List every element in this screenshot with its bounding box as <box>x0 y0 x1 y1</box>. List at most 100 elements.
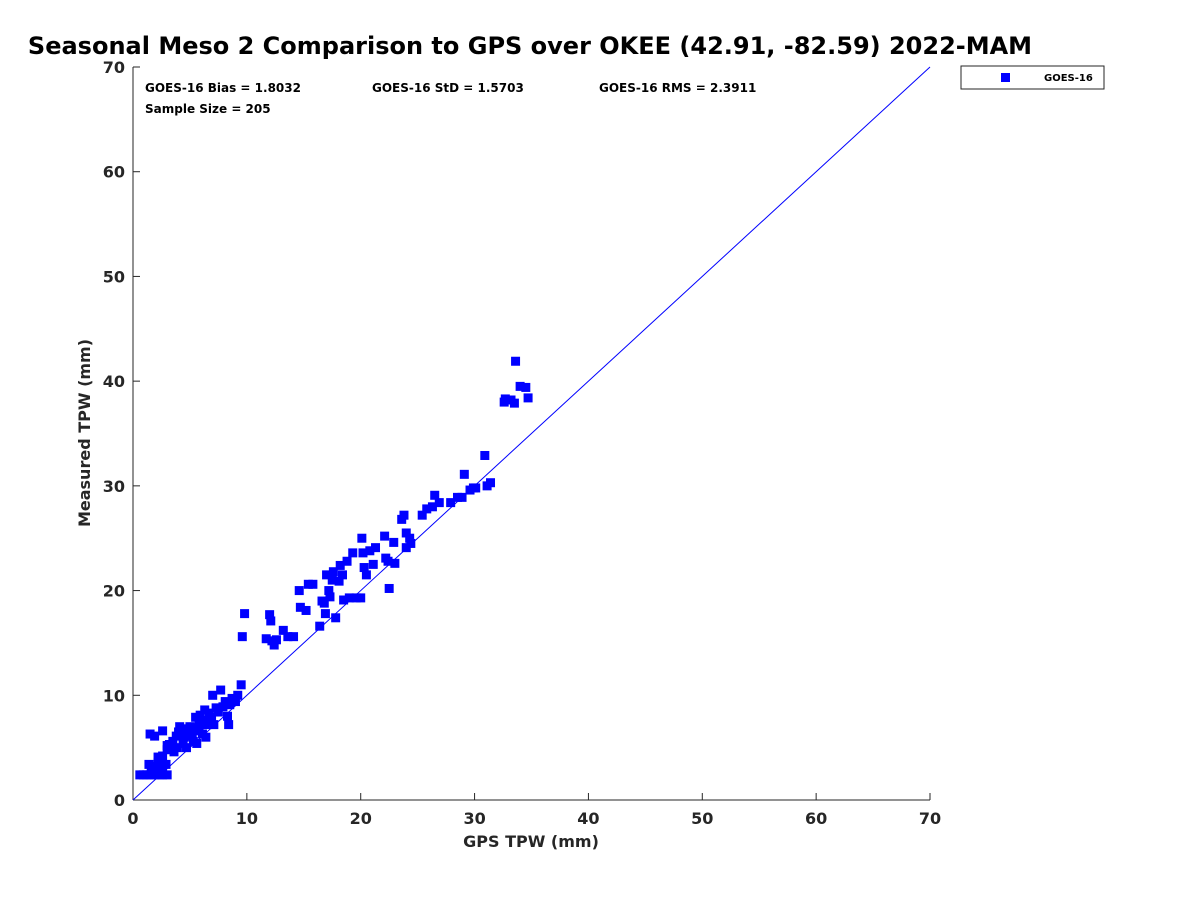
data-point <box>155 766 165 776</box>
y-tick-label: 40 <box>103 372 125 391</box>
y-tick-label: 70 <box>103 58 125 77</box>
data-point <box>471 483 481 493</box>
data-point <box>201 732 211 742</box>
data-point <box>153 752 163 762</box>
data-point <box>237 632 247 642</box>
data-point <box>162 770 172 780</box>
data-point <box>195 710 205 720</box>
data-point <box>278 625 288 635</box>
data-point <box>283 632 293 642</box>
data-point <box>266 616 276 626</box>
data-point <box>480 450 490 460</box>
data-point <box>446 498 456 508</box>
data-point <box>200 705 210 715</box>
data-point <box>457 492 467 502</box>
data-point <box>334 576 344 586</box>
x-tick-label: 70 <box>919 809 941 828</box>
data-point <box>269 640 279 650</box>
one-to-one-reference-line <box>132 66 931 801</box>
data-point <box>261 634 271 644</box>
data-point <box>158 751 168 761</box>
data-point <box>240 609 250 619</box>
data-point <box>328 567 338 577</box>
data-point <box>383 556 393 566</box>
data-point <box>192 738 202 748</box>
y-tick-label: 0 <box>114 791 125 810</box>
data-point <box>236 680 246 690</box>
data-point <box>368 559 378 569</box>
data-point <box>161 759 171 769</box>
stats-annotation: GOES-16 Bias = 1.8032 GOES-16 StD = 1.57… <box>145 81 756 116</box>
rms-stat: GOES-16 RMS = 2.3911 <box>599 81 756 95</box>
data-point <box>158 726 168 736</box>
bias-stat: GOES-16 Bias = 1.8032 <box>145 81 301 95</box>
data-point <box>356 593 366 603</box>
data-point <box>218 702 228 712</box>
data-point <box>486 478 496 488</box>
data-point <box>271 635 281 645</box>
data-point <box>521 382 531 392</box>
data-point <box>203 715 213 725</box>
data-point <box>452 492 462 502</box>
x-tick-label: 60 <box>805 809 827 828</box>
data-point <box>422 504 432 514</box>
sample-size-stat: Sample Size = 205 <box>145 102 271 116</box>
data-point <box>187 731 197 741</box>
data-point <box>150 731 160 741</box>
data-point <box>401 543 411 553</box>
data-point <box>389 537 399 547</box>
plot-area: 0 10 20 30 40 50 60 70 0 10 20 30 40 50 60 70 <box>103 58 941 828</box>
x-ticks: 0 10 20 30 40 50 60 70 <box>127 793 941 828</box>
data-point <box>359 563 369 573</box>
data-point <box>175 722 185 732</box>
data-point <box>185 722 195 732</box>
data-point <box>365 546 375 556</box>
data-point <box>331 613 341 623</box>
data-point <box>213 707 223 717</box>
data-point <box>384 583 394 593</box>
data-point <box>515 381 525 391</box>
data-point <box>224 720 234 730</box>
data-point <box>358 548 368 558</box>
data-point <box>500 394 510 404</box>
data-point <box>324 586 334 596</box>
data-point <box>265 610 275 620</box>
data-point <box>153 757 163 767</box>
data-point <box>182 743 192 753</box>
x-tick-label: 30 <box>463 809 485 828</box>
y-tick-label: 30 <box>103 477 125 496</box>
y-tick-label: 60 <box>103 163 125 182</box>
data-point <box>168 736 178 746</box>
data-point <box>325 592 335 602</box>
data-point <box>430 490 440 500</box>
legend-box <box>960 65 1105 90</box>
data-point <box>339 595 349 605</box>
data-point <box>523 393 533 403</box>
data-point <box>146 766 156 776</box>
data-point <box>417 510 427 520</box>
y-tick-label: 20 <box>103 582 125 601</box>
y-ticks: 0 10 20 30 40 50 60 70 <box>103 58 140 810</box>
data-point <box>335 560 345 570</box>
data-point <box>303 579 313 589</box>
y-tick-label: 50 <box>103 267 125 286</box>
data-points <box>135 356 533 780</box>
data-point <box>180 724 190 734</box>
data-point <box>434 498 444 508</box>
data-point <box>320 609 330 619</box>
x-tick-label: 20 <box>350 809 372 828</box>
data-point <box>344 593 354 603</box>
data-point <box>327 575 337 585</box>
data-point <box>348 548 358 558</box>
data-point <box>225 700 235 710</box>
data-point <box>405 533 415 543</box>
data-point <box>209 720 219 730</box>
x-tick-label: 0 <box>127 809 138 828</box>
data-point <box>220 697 230 707</box>
data-point <box>194 722 204 732</box>
x-tick-label: 50 <box>691 809 713 828</box>
data-point <box>230 697 240 707</box>
x-axis-label: GPS TPW (mm) <box>463 832 599 851</box>
data-point <box>427 502 437 512</box>
data-point <box>337 570 347 580</box>
